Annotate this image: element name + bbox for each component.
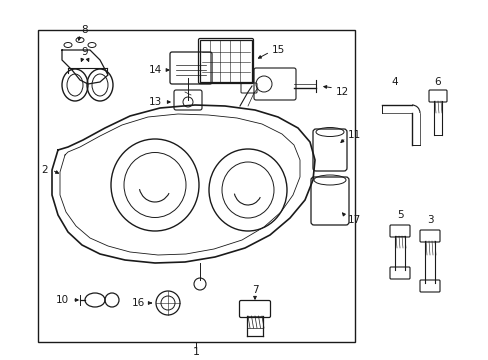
Text: 6: 6 — [434, 77, 440, 87]
Text: 5: 5 — [396, 210, 403, 220]
Text: 3: 3 — [426, 215, 432, 225]
Text: 4: 4 — [391, 77, 398, 87]
Text: 11: 11 — [347, 130, 361, 140]
Text: 2: 2 — [41, 165, 48, 175]
Text: 9: 9 — [81, 47, 88, 57]
Text: 8: 8 — [81, 25, 88, 35]
Bar — [38, 30, 354, 342]
Text: 16: 16 — [131, 298, 145, 308]
Bar — [200, 40, 251, 82]
Text: 14: 14 — [148, 65, 162, 75]
Text: 1: 1 — [192, 347, 199, 357]
Text: 10: 10 — [55, 295, 68, 305]
Text: 15: 15 — [271, 45, 285, 55]
Text: 12: 12 — [335, 87, 348, 97]
Text: 7: 7 — [251, 285, 258, 295]
Text: 17: 17 — [347, 215, 361, 225]
Text: 13: 13 — [148, 97, 162, 107]
